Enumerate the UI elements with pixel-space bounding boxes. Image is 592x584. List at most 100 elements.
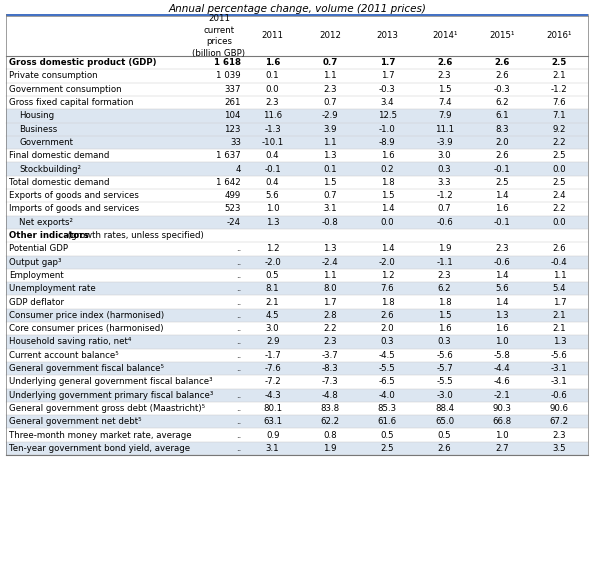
Text: 33: 33 bbox=[230, 138, 241, 147]
Text: 2016¹: 2016¹ bbox=[546, 32, 572, 40]
Text: 1.4: 1.4 bbox=[495, 191, 509, 200]
Text: 2011
current
prices
(billion GBP): 2011 current prices (billion GBP) bbox=[192, 14, 246, 58]
Text: Household saving ratio, net⁴: Household saving ratio, net⁴ bbox=[9, 338, 131, 346]
Text: Total domestic demand: Total domestic demand bbox=[9, 178, 110, 187]
Text: ..: .. bbox=[236, 351, 241, 360]
Text: 2.3: 2.3 bbox=[323, 338, 337, 346]
Bar bbox=[6, 415, 588, 429]
Text: 2.1: 2.1 bbox=[552, 311, 566, 320]
Text: 337: 337 bbox=[224, 85, 241, 94]
Text: Potential GDP: Potential GDP bbox=[9, 244, 68, 253]
Text: Government: Government bbox=[19, 138, 73, 147]
Text: -2.9: -2.9 bbox=[321, 112, 338, 120]
Text: -10.1: -10.1 bbox=[262, 138, 284, 147]
Text: 523: 523 bbox=[224, 204, 241, 213]
Bar bbox=[6, 229, 588, 242]
Text: ..: .. bbox=[236, 311, 241, 320]
Text: Unemployment rate: Unemployment rate bbox=[9, 284, 96, 293]
Text: -8.9: -8.9 bbox=[379, 138, 395, 147]
Text: 1.0: 1.0 bbox=[495, 430, 509, 440]
Text: 123: 123 bbox=[224, 124, 241, 134]
Text: 1.3: 1.3 bbox=[323, 244, 337, 253]
Text: 0.3: 0.3 bbox=[381, 338, 394, 346]
Text: -3.9: -3.9 bbox=[436, 138, 453, 147]
Text: -24: -24 bbox=[227, 218, 241, 227]
Text: 1.7: 1.7 bbox=[323, 298, 337, 307]
Text: 4.5: 4.5 bbox=[266, 311, 279, 320]
Text: 1.4: 1.4 bbox=[495, 298, 509, 307]
Text: 2.4: 2.4 bbox=[552, 191, 566, 200]
Text: 1.5: 1.5 bbox=[381, 191, 394, 200]
Text: -4.0: -4.0 bbox=[379, 391, 395, 399]
Text: 1.5: 1.5 bbox=[438, 85, 452, 94]
Text: Business: Business bbox=[19, 124, 57, 134]
Text: 261: 261 bbox=[224, 98, 241, 107]
Bar bbox=[6, 149, 588, 162]
Text: 8.0: 8.0 bbox=[323, 284, 337, 293]
Text: ..: .. bbox=[236, 444, 241, 453]
Bar bbox=[6, 215, 588, 229]
Text: 2012: 2012 bbox=[319, 32, 341, 40]
Text: Core consumer prices (harmonised): Core consumer prices (harmonised) bbox=[9, 324, 163, 333]
Text: -4.5: -4.5 bbox=[379, 351, 395, 360]
Text: -4.8: -4.8 bbox=[321, 391, 339, 399]
Text: Stockbuilding²: Stockbuilding² bbox=[19, 165, 81, 173]
Text: 0.7: 0.7 bbox=[322, 58, 337, 67]
Text: 11.1: 11.1 bbox=[435, 124, 454, 134]
Bar bbox=[6, 362, 588, 375]
Text: 5.6: 5.6 bbox=[266, 191, 279, 200]
Bar bbox=[6, 375, 588, 388]
Text: 2.5: 2.5 bbox=[552, 151, 566, 160]
Text: 2.0: 2.0 bbox=[381, 324, 394, 333]
Text: 1.7: 1.7 bbox=[552, 298, 566, 307]
Text: 2.1: 2.1 bbox=[552, 71, 566, 81]
Text: 0.5: 0.5 bbox=[266, 271, 279, 280]
Bar bbox=[6, 335, 588, 349]
Text: 85.3: 85.3 bbox=[378, 404, 397, 413]
Text: 2.6: 2.6 bbox=[552, 244, 566, 253]
Text: 8.3: 8.3 bbox=[495, 124, 509, 134]
Text: -4.6: -4.6 bbox=[494, 377, 510, 387]
Text: 67.2: 67.2 bbox=[550, 417, 569, 426]
Text: 1.3: 1.3 bbox=[323, 151, 337, 160]
Text: -0.3: -0.3 bbox=[494, 85, 510, 94]
Text: 2.3: 2.3 bbox=[323, 85, 337, 94]
Text: 6.2: 6.2 bbox=[438, 284, 452, 293]
Text: -7.6: -7.6 bbox=[264, 364, 281, 373]
Text: ..: .. bbox=[236, 324, 241, 333]
Bar bbox=[6, 269, 588, 282]
Text: 90.3: 90.3 bbox=[493, 404, 511, 413]
Text: 1.9: 1.9 bbox=[323, 444, 337, 453]
Text: Imports of goods and services: Imports of goods and services bbox=[9, 204, 139, 213]
Text: ..: .. bbox=[236, 271, 241, 280]
Text: 2.2: 2.2 bbox=[552, 138, 566, 147]
Text: 1.6: 1.6 bbox=[265, 58, 281, 67]
Text: -2.0: -2.0 bbox=[264, 258, 281, 267]
Text: 3.5: 3.5 bbox=[552, 444, 566, 453]
Text: -5.5: -5.5 bbox=[379, 364, 395, 373]
Text: 0.0: 0.0 bbox=[266, 85, 279, 94]
Text: 1.6: 1.6 bbox=[438, 324, 452, 333]
Text: -0.6: -0.6 bbox=[494, 258, 510, 267]
Bar bbox=[6, 176, 588, 189]
Text: Three-month money market rate, average: Three-month money market rate, average bbox=[9, 430, 192, 440]
Text: 4: 4 bbox=[236, 165, 241, 173]
Text: 3.4: 3.4 bbox=[381, 98, 394, 107]
Text: 0.0: 0.0 bbox=[552, 165, 566, 173]
Text: 1.6: 1.6 bbox=[495, 204, 509, 213]
Text: 0.3: 0.3 bbox=[438, 165, 452, 173]
Text: Net exports²: Net exports² bbox=[19, 218, 73, 227]
Text: -5.8: -5.8 bbox=[494, 351, 510, 360]
Text: 1 039: 1 039 bbox=[216, 71, 241, 81]
Text: -2.4: -2.4 bbox=[321, 258, 339, 267]
Text: 3.3: 3.3 bbox=[438, 178, 452, 187]
Text: 2011: 2011 bbox=[262, 32, 284, 40]
Bar bbox=[6, 322, 588, 335]
Text: 2015¹: 2015¹ bbox=[489, 32, 515, 40]
Text: ..: .. bbox=[236, 417, 241, 426]
Text: -1.2: -1.2 bbox=[436, 191, 453, 200]
Bar bbox=[6, 202, 588, 215]
Bar bbox=[6, 109, 588, 123]
Text: -0.1: -0.1 bbox=[494, 218, 510, 227]
Text: 7.4: 7.4 bbox=[438, 98, 452, 107]
